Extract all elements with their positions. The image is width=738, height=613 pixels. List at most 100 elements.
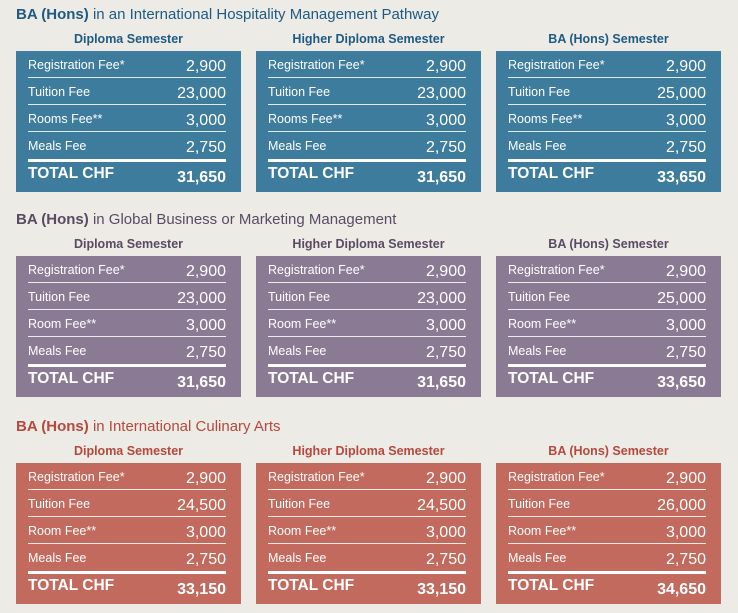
- section-title: BA (Hons) in Global Business or Marketin…: [16, 211, 396, 228]
- fee-label: Registration Fee*: [508, 263, 605, 277]
- total-row: TOTAL CHF 33,650: [508, 165, 706, 189]
- fee-row: Room Fee** 3,000: [28, 517, 226, 544]
- fee-label: Meals Fee: [508, 551, 567, 565]
- total-value: 33,650: [657, 169, 706, 186]
- fee-value: 2,750: [425, 551, 466, 568]
- total-value: 33,150: [417, 581, 466, 598]
- fee-row: Registration Fee* 2,900: [268, 463, 466, 490]
- total-divider: [508, 571, 706, 574]
- fee-row: Tuition Fee 23,000: [268, 78, 466, 105]
- fee-row: Meals Fee 2,750: [28, 544, 226, 570]
- fee-value: 2,750: [665, 344, 706, 361]
- total-row: TOTAL CHF 33,150: [268, 577, 466, 601]
- total-row: TOTAL CHF 31,650: [268, 370, 466, 394]
- total-divider: [28, 571, 226, 574]
- total-label: TOTAL CHF: [28, 165, 115, 182]
- fee-row: Room Fee** 3,000: [508, 517, 706, 544]
- fee-label: Tuition Fee: [268, 290, 331, 304]
- fee-table: Registration Fee* 2,900 Tuition Fee 24,500…: [256, 463, 481, 604]
- fee-table: Registration Fee* 2,900 Tuition Fee 23,000…: [256, 51, 481, 192]
- fee-label: Meals Fee: [28, 139, 87, 153]
- fee-value: 2,900: [425, 470, 466, 487]
- fee-label: Tuition Fee: [508, 290, 571, 304]
- fee-value: 25,000: [657, 290, 706, 307]
- fee-label: Tuition Fee: [508, 497, 571, 511]
- fee-row: Tuition Fee 24,500: [28, 490, 226, 517]
- fee-value: 3,000: [665, 524, 706, 541]
- fee-row: Tuition Fee 24,500: [268, 490, 466, 517]
- fee-label: Room Fee**: [28, 524, 97, 538]
- fee-table: Registration Fee* 2,900 Tuition Fee 23,000…: [16, 256, 241, 397]
- total-value: 33,650: [657, 374, 706, 391]
- fee-row: Tuition Fee 25,000: [508, 78, 706, 105]
- column-heading: BA (Hons) Semester: [548, 444, 669, 458]
- total-row: TOTAL CHF 33,150: [28, 577, 226, 601]
- column-heading: Diploma Semester: [73, 444, 184, 458]
- fee-label: Room Fee**: [508, 524, 577, 538]
- fee-row: Room Fee** 3,000: [268, 310, 466, 337]
- fee-value: 26,000: [657, 497, 706, 514]
- fee-label: Meals Fee: [508, 344, 567, 358]
- fee-row: Tuition Fee 26,000: [508, 490, 706, 517]
- total-value: 34,650: [657, 581, 706, 598]
- fee-table: Registration Fee* 2,900 Tuition Fee 24,500…: [16, 463, 241, 604]
- fee-table: Registration Fee* 2,900 Tuition Fee 25,000…: [496, 256, 721, 397]
- fee-row: Meals Fee 2,750: [508, 544, 706, 570]
- section-title-program: in Global Business or Marketing Manageme…: [88, 211, 397, 228]
- section-title-program: in International Culinary Arts: [88, 418, 281, 435]
- total-label: TOTAL CHF: [508, 165, 595, 182]
- fee-row: Room Fee** 3,000: [508, 310, 706, 337]
- fee-row: Registration Fee* 2,900: [508, 256, 706, 283]
- total-value: 31,650: [177, 169, 226, 186]
- fee-row: Registration Fee* 2,900: [508, 51, 706, 78]
- total-label: TOTAL CHF: [28, 577, 115, 594]
- fee-label: Meals Fee: [28, 344, 87, 358]
- fee-value: 2,900: [425, 263, 466, 280]
- fee-row: Tuition Fee 25,000: [508, 283, 706, 310]
- fee-row: Meals Fee 2,750: [508, 337, 706, 363]
- fee-label: Rooms Fee**: [28, 112, 103, 126]
- fee-label: Tuition Fee: [28, 85, 91, 99]
- total-divider: [28, 364, 226, 367]
- fee-label: Meals Fee: [268, 551, 327, 565]
- fee-value: 2,900: [185, 470, 226, 487]
- fee-value: 23,000: [177, 290, 226, 307]
- fee-value: 2,900: [665, 58, 706, 75]
- fee-label: Meals Fee: [508, 139, 567, 153]
- total-label: TOTAL CHF: [268, 370, 355, 387]
- fee-value: 24,500: [177, 497, 226, 514]
- fee-row: Rooms Fee** 3,000: [508, 105, 706, 132]
- total-row: TOTAL CHF 31,650: [268, 165, 466, 189]
- fee-label: Room Fee**: [268, 524, 337, 538]
- total-row: TOTAL CHF 33,650: [508, 370, 706, 394]
- total-divider: [268, 571, 466, 574]
- total-row: TOTAL CHF 31,650: [28, 370, 226, 394]
- column-heading: Higher Diploma Semester: [292, 444, 445, 458]
- fee-row: Registration Fee* 2,900: [508, 463, 706, 490]
- fee-table: Registration Fee* 2,900 Tuition Fee 23,000…: [256, 256, 481, 397]
- column-heading: Diploma Semester: [73, 32, 184, 46]
- total-value: 31,650: [417, 169, 466, 186]
- fee-table: Registration Fee* 2,900 Tuition Fee 23,000…: [16, 51, 241, 192]
- fee-table: Registration Fee* 2,900 Tuition Fee 25,000…: [496, 51, 721, 192]
- fee-label: Tuition Fee: [508, 85, 571, 99]
- fee-row: Tuition Fee 23,000: [28, 283, 226, 310]
- fee-value: 2,750: [185, 139, 226, 156]
- section-title-degree: BA (Hons): [16, 6, 89, 23]
- fee-value: 23,000: [177, 85, 226, 102]
- fee-label: Registration Fee*: [508, 58, 605, 72]
- fee-label: Registration Fee*: [268, 263, 365, 277]
- fee-value: 2,750: [665, 139, 706, 156]
- fee-row: Rooms Fee** 3,000: [28, 105, 226, 132]
- fee-row: Meals Fee 2,750: [28, 132, 226, 158]
- fee-value: 2,900: [665, 470, 706, 487]
- fee-value: 2,750: [425, 139, 466, 156]
- fee-row: Registration Fee* 2,900: [28, 256, 226, 283]
- fee-row: Meals Fee 2,750: [268, 337, 466, 363]
- fee-value: 2,900: [665, 263, 706, 280]
- fee-value: 3,000: [185, 317, 226, 334]
- fee-label: Tuition Fee: [268, 85, 331, 99]
- total-value: 31,650: [177, 374, 226, 391]
- total-label: TOTAL CHF: [268, 577, 355, 594]
- column-heading: BA (Hons) Semester: [548, 32, 669, 46]
